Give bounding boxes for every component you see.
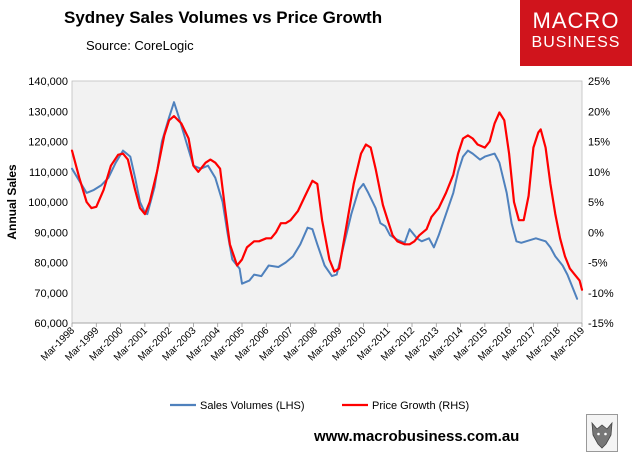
website-url: www.macrobusiness.com.au: [314, 428, 520, 445]
price-growth-line: [70, 111, 584, 291]
y-right-tick-label: 20%: [588, 106, 610, 118]
y-left-tick-label: 120,000: [28, 137, 68, 149]
y-left-tick-label: 90,000: [34, 227, 68, 239]
y-right-tick-label: -15%: [588, 318, 614, 330]
y-right-tick-label: 0%: [588, 227, 604, 239]
legend-item-price-label: Price Growth (RHS): [372, 400, 469, 412]
y-right-tick-label: -5%: [588, 258, 608, 270]
x-axis: Mar-1998Mar-1999Mar-2000Mar-2001Mar-2002…: [39, 322, 587, 363]
y-left-tick-label: 130,000: [28, 106, 68, 118]
y-right-tick-label: 10%: [588, 167, 610, 179]
plot-area: [71, 80, 583, 324]
macrobusiness-logo: MACRO BUSINESS: [520, 0, 632, 66]
series-lines: [70, 101, 584, 300]
chart-source: Source: CoreLogic: [86, 38, 194, 53]
y-right-tick-label: 25%: [588, 76, 610, 88]
logo-line-2: BUSINESS: [531, 34, 621, 51]
y-right-tick-label: -10%: [588, 288, 614, 300]
y-left-tick-label: 140,000: [28, 76, 68, 88]
wolf-logo-icon: [586, 414, 618, 452]
legend: Sales Volumes (LHS) Price Growth (RHS): [170, 400, 469, 412]
legend-item-sales-label: Sales Volumes (LHS): [200, 400, 305, 412]
y-axis-right: -15% -10% -5% 0% 5% 10% 15% 20% 25%: [588, 76, 614, 330]
y-left-tick-label: 70,000: [34, 288, 68, 300]
y-left-tick-label: 110,000: [29, 167, 68, 179]
logo-line-1: MACRO: [532, 8, 620, 33]
y-right-tick-label: 15%: [588, 137, 610, 149]
y-left-tick-label: 60,000: [34, 318, 68, 330]
y-axis-title: Annual Sales: [5, 164, 19, 240]
y-axis-left: 60,000 70,000 80,000 90,000 100,000 110,000 12…: [28, 76, 68, 330]
y-left-tick-label: 100,000: [28, 197, 68, 209]
y-right-tick-label: 5%: [588, 197, 604, 209]
chart-title: Sydney Sales Volumes vs Price Growth: [64, 8, 383, 27]
y-left-tick-label: 80,000: [34, 258, 68, 270]
